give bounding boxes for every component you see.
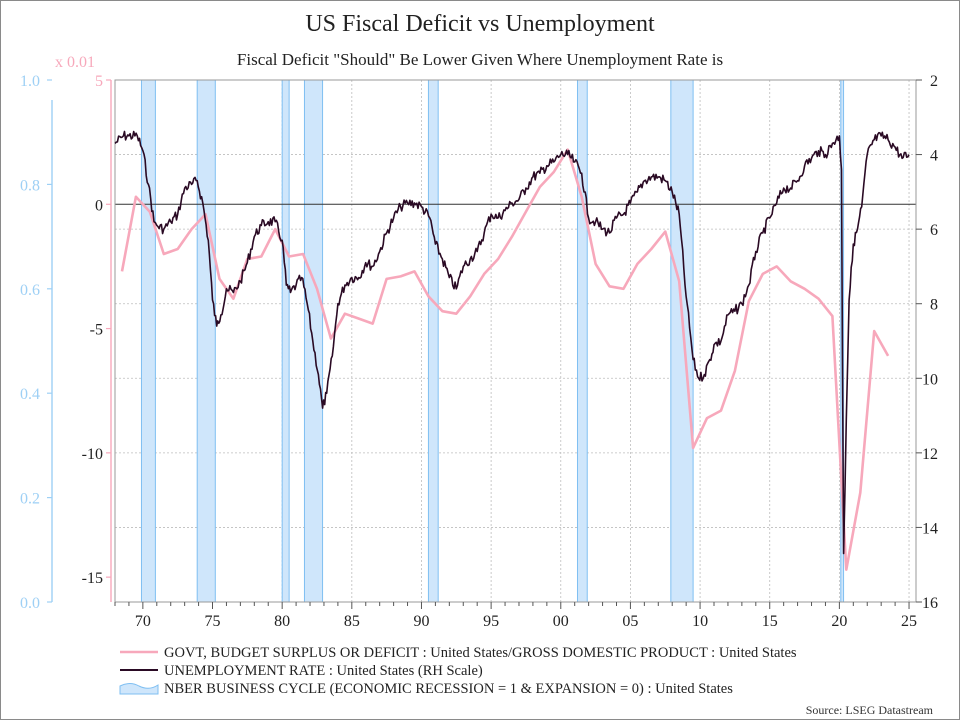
x-axis-tick-label: 25 bbox=[901, 613, 917, 630]
x-axis-tick-label: 80 bbox=[274, 613, 290, 630]
left-axis-tick-label: 0.0 bbox=[20, 595, 40, 612]
x-axis-tick-label: 90 bbox=[413, 613, 429, 630]
recession-bar bbox=[196, 79, 216, 603]
recession-bar bbox=[140, 79, 156, 603]
left-axis-tick-label: 0.4 bbox=[20, 386, 40, 403]
deficit-scale-note: x 0.01 bbox=[55, 54, 95, 71]
recession-bar bbox=[576, 79, 588, 603]
x-axis-tick-label: 05 bbox=[622, 613, 638, 630]
x-axis-tick-label: 15 bbox=[762, 613, 778, 630]
x-axis-tick-label: 75 bbox=[205, 613, 221, 630]
x-axis-tick-label: 20 bbox=[831, 613, 847, 630]
legend-label-unemployment: UNEMPLOYMENT RATE : United States (RH Sc… bbox=[164, 663, 483, 679]
deficit-axis-tick-label: -15 bbox=[82, 570, 103, 587]
plot-area bbox=[114, 79, 917, 603]
deficit-axis-tick-label: 0 bbox=[95, 197, 103, 214]
chart-subtitle: Fiscal Deficit "Should" Be Lower Given W… bbox=[237, 50, 723, 69]
right-axis-tick-label: 8 bbox=[930, 297, 938, 314]
legend-swatch-recession bbox=[119, 683, 159, 695]
recession-bar bbox=[427, 79, 439, 603]
x-axis-tick-label: 10 bbox=[692, 613, 708, 630]
deficit-axis-tick-label: 5 bbox=[95, 73, 103, 90]
legend-label-recession: NBER BUSINESS CYCLE (ECONOMIC RECESSION … bbox=[164, 681, 733, 697]
unemployment-line bbox=[114, 130, 910, 555]
right-axis-tick-label: 4 bbox=[930, 148, 938, 165]
legend-label-deficit: GOVT, BUDGET SURPLUS OR DEFICIT : United… bbox=[164, 645, 797, 661]
recession-bar bbox=[670, 79, 694, 603]
recession-bar bbox=[281, 79, 290, 603]
x-axis-tick-label: 95 bbox=[483, 613, 499, 630]
right-axis-tick-label: 14 bbox=[922, 520, 938, 537]
right-axis-tick-label: 2 bbox=[930, 73, 938, 90]
right-axis-tick-label: 16 bbox=[922, 595, 938, 612]
x-axis-tick-label: 00 bbox=[553, 613, 569, 630]
left-axis-tick-label: 0.2 bbox=[20, 491, 40, 508]
deficit-axis-tick-label: -5 bbox=[90, 322, 103, 339]
x-axis-tick-label: 70 bbox=[135, 613, 151, 630]
source-label: Source: LSEG Datastream bbox=[806, 703, 934, 717]
chart-title: US Fiscal Deficit vs Unemployment bbox=[305, 11, 655, 37]
left-axis-tick-label: 0.6 bbox=[20, 282, 40, 299]
right-axis-tick-label: 12 bbox=[922, 446, 938, 463]
deficit-line bbox=[120, 148, 890, 572]
x-axis-tick-label: 85 bbox=[344, 613, 360, 630]
right-axis-tick-label: 6 bbox=[930, 222, 938, 239]
left-axis-tick-label: 0.8 bbox=[20, 177, 40, 194]
right-axis-tick-label: 10 bbox=[922, 371, 938, 388]
left-axis-tick-label: 1.0 bbox=[20, 73, 40, 90]
deficit-axis-tick-label: -10 bbox=[82, 446, 103, 463]
